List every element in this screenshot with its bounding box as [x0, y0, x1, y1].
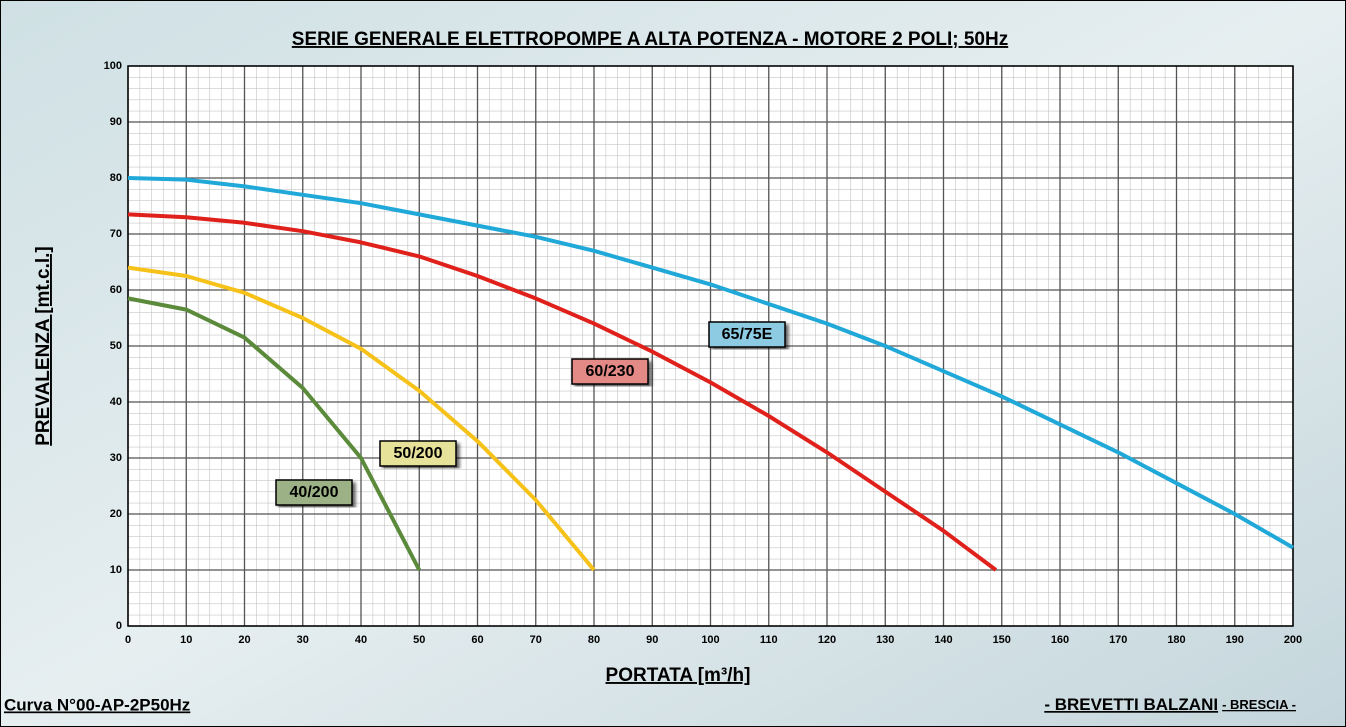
x-tick-label: 80: [588, 634, 600, 646]
series-label: 65/75E: [722, 326, 773, 343]
x-tick-label: 70: [530, 634, 542, 646]
y-tick-label: 70: [110, 228, 122, 240]
line: [127, 296, 422, 571]
x-tick-label: 50: [413, 634, 425, 646]
x-tick-label: 190: [1226, 634, 1244, 646]
x-tick-label: 10: [180, 634, 192, 646]
y-axis-label: PREVALENZA [mt.c.l.]: [33, 246, 54, 446]
x-tick-label: 140: [934, 634, 952, 646]
x-tick-label: 180: [1167, 634, 1185, 646]
footer-right: - BREVETTI BALZANI - BRESCIA -: [1044, 695, 1296, 714]
y-tick-label: 40: [110, 396, 122, 408]
x-tick-label: 120: [818, 634, 836, 646]
x-tick-label: 20: [238, 634, 250, 646]
series-label-box: [708, 321, 786, 348]
x-tick-label: 150: [993, 634, 1011, 646]
x-tick-label: 90: [646, 634, 658, 646]
x-tick-label: 40: [355, 634, 367, 646]
x-tick-label: 100: [701, 634, 719, 646]
y-tick-label: 0: [116, 620, 122, 632]
line: [127, 212, 998, 572]
x-tick-label: 130: [876, 634, 894, 646]
series-label-box: [275, 479, 353, 506]
y-tick-label: 20: [110, 508, 122, 520]
series-label: 50/200: [394, 445, 443, 462]
series-label-box: [571, 358, 649, 385]
y-tick-label: 30: [110, 452, 122, 464]
y-tick-label: 80: [110, 172, 122, 184]
y-tick-label: 50: [110, 340, 122, 352]
x-tick-label: 110: [760, 634, 778, 646]
line: [127, 265, 596, 572]
chart-title: SERIE GENERALE ELETTROPOMPE A ALTA POTEN…: [292, 29, 1008, 50]
y-tick-label: 10: [110, 564, 122, 576]
x-tick-label: 170: [1109, 634, 1127, 646]
line: [127, 176, 1294, 550]
y-tick-label: 100: [104, 60, 122, 72]
footer-brand: - BREVETTI BALZANI: [1044, 695, 1218, 714]
y-tick-label: 90: [110, 116, 122, 128]
y-tick-label: 60: [110, 284, 122, 296]
x-tick-label: 60: [471, 634, 483, 646]
series-label: 40/200: [290, 484, 339, 501]
series-label: 60/230: [586, 363, 635, 380]
x-axis-label: PORTATA [m³/h]: [606, 665, 751, 686]
footer-city: - BRESCIA -: [1222, 697, 1296, 712]
x-tick-label: 160: [1051, 634, 1069, 646]
x-tick-label: 0: [125, 634, 131, 646]
series-label-box: [379, 440, 457, 467]
x-tick-label: 200: [1284, 634, 1302, 646]
x-tick-label: 30: [297, 634, 309, 646]
footer-left: Curva N°00-AP-2P50Hz: [4, 695, 190, 714]
plot-frame: [127, 65, 1294, 627]
